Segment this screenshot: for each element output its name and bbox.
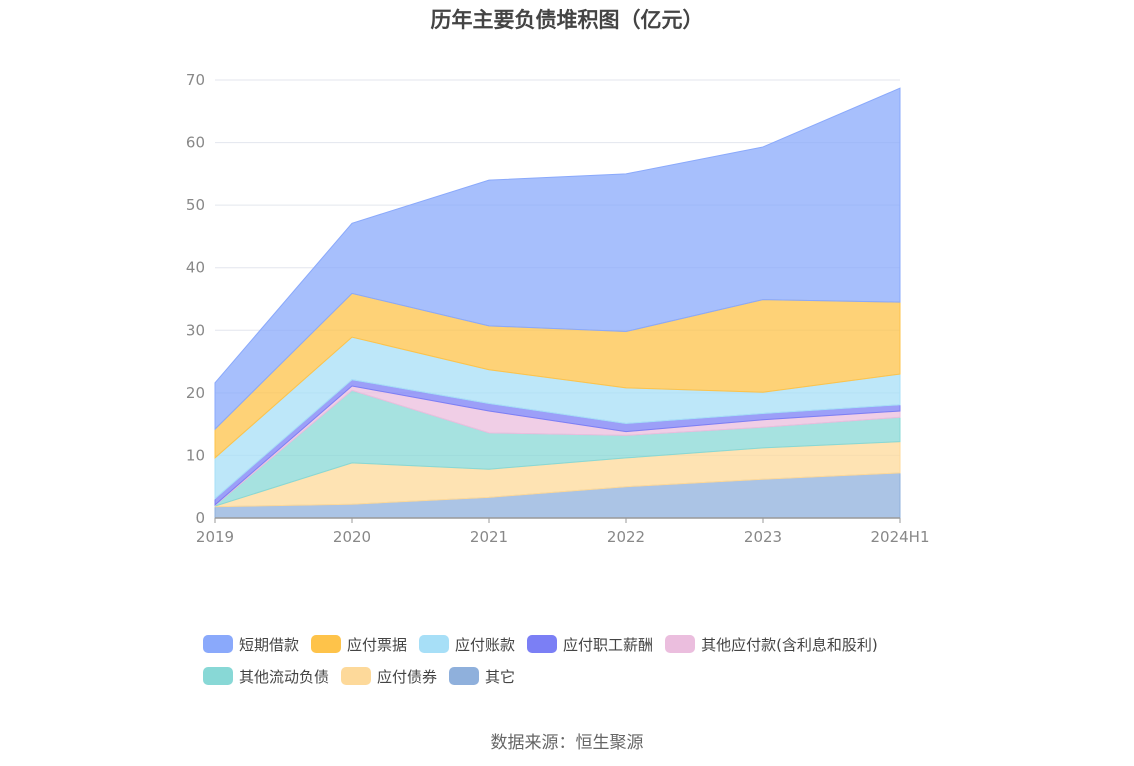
y-tick-label: 60 bbox=[186, 134, 205, 152]
legend-swatch bbox=[311, 635, 342, 653]
x-tick-label: 2023 bbox=[744, 528, 782, 546]
area-series bbox=[214, 87, 901, 519]
legend-swatch bbox=[203, 667, 233, 685]
x-tick-label: 2024H1 bbox=[871, 528, 930, 546]
legend-item[interactable]: 应付账款 bbox=[419, 628, 515, 660]
legend-row-1: 短期借款 应付票据 应付账款 应付职工薪酬 其他应付款(含利息和股利) bbox=[203, 628, 963, 660]
x-tick-label: 2019 bbox=[196, 528, 234, 546]
legend-row-2: 其他流动负债 应付债券 其它 bbox=[203, 660, 963, 692]
legend-swatch bbox=[665, 635, 696, 653]
legend-item[interactable]: 应付债券 bbox=[341, 660, 437, 692]
legend-label: 其他流动负债 bbox=[239, 667, 330, 686]
legend-item[interactable]: 应付票据 bbox=[311, 628, 407, 660]
y-tick-label: 0 bbox=[195, 509, 205, 527]
legend-label: 短期借款 bbox=[239, 635, 300, 654]
legend-swatch bbox=[527, 635, 558, 653]
y-tick-label: 70 bbox=[186, 71, 205, 89]
axes: 0 10 20 30 40 50 60 70 2019 2020 2021 2022 2023 2024H… bbox=[186, 71, 930, 546]
legend-item[interactable]: 其他流动负债 bbox=[203, 660, 329, 692]
legend-swatch bbox=[419, 635, 450, 653]
y-tick-label: 20 bbox=[186, 384, 205, 402]
legend-label: 应付债券 bbox=[377, 667, 438, 686]
legend-label: 其他应付款(含利息和股利) bbox=[701, 635, 878, 654]
x-tick-label: 2022 bbox=[607, 528, 645, 546]
source-note: 数据来源：恒生聚源 bbox=[490, 733, 644, 753]
legend-label: 应付账款 bbox=[455, 635, 516, 654]
y-tick-label: 50 bbox=[186, 196, 205, 214]
legend-swatch bbox=[203, 635, 233, 653]
area-7 bbox=[214, 87, 901, 431]
legend-swatch bbox=[341, 667, 372, 685]
x-tick-label: 2020 bbox=[333, 528, 371, 546]
y-tick-label: 10 bbox=[186, 446, 205, 464]
legend-item[interactable]: 短期借款 bbox=[203, 628, 299, 660]
legend-item[interactable]: 其它 bbox=[449, 660, 515, 692]
y-tick-label: 30 bbox=[186, 321, 205, 339]
x-tick-label: 2021 bbox=[470, 528, 508, 546]
y-tick-label: 40 bbox=[186, 259, 205, 277]
legend: 短期借款 应付票据 应付账款 应付职工薪酬 其他应付款(含利息和股利) 其他流动负债 应付… bbox=[203, 628, 963, 692]
legend-label: 其它 bbox=[485, 667, 516, 686]
legend-label: 应付职工薪酬 bbox=[563, 635, 654, 654]
legend-swatch bbox=[449, 667, 480, 685]
legend-item[interactable]: 应付职工薪酬 bbox=[527, 628, 653, 660]
legend-item[interactable]: 其他应付款(含利息和股利) bbox=[665, 628, 878, 660]
chart-title: 历年主要负债堆积图（亿元） bbox=[430, 8, 704, 32]
legend-label: 应付票据 bbox=[347, 635, 408, 654]
